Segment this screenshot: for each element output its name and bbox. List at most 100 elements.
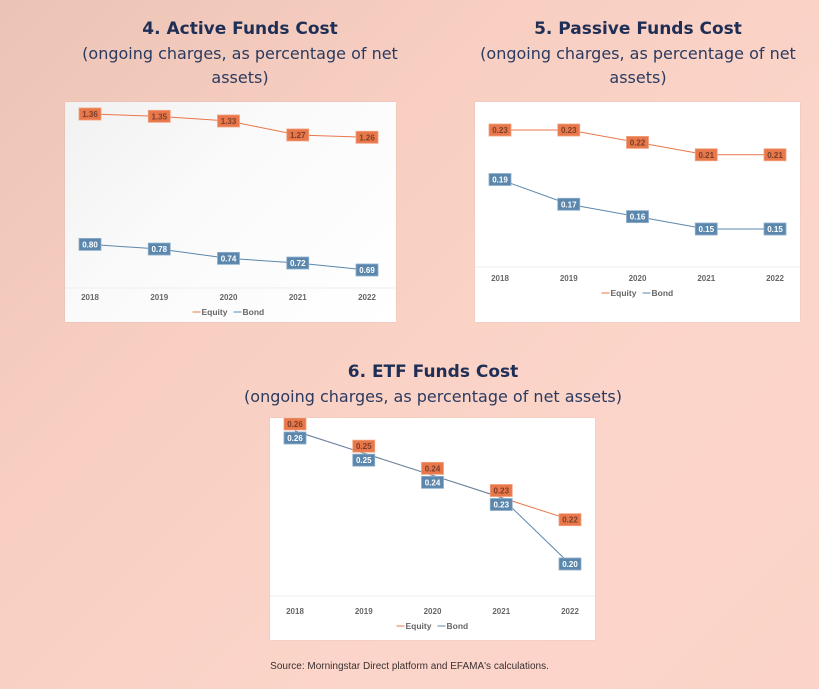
chart-5-equity-point-2019: 0.23 — [557, 123, 581, 137]
data-label-box — [558, 513, 582, 527]
chart-6-bond-line — [294, 430, 571, 565]
data-label-box — [488, 173, 512, 186]
chart-5-bond-point-2021: 0.15 — [694, 222, 718, 236]
chart-4-equity-point-2021: 1.27 — [286, 128, 310, 142]
chart-4-title: 4. Active Funds Cost — [142, 19, 338, 39]
data-label-box — [283, 431, 307, 445]
chart-6-x-tick-2019: 2019 — [355, 607, 373, 616]
chart-6-equity-point-2022: 0.22 — [558, 513, 582, 527]
chart-4-equity-point-2019: 1.35 — [147, 109, 171, 123]
chart-5-equity-point-2021: 0.21 — [694, 148, 718, 162]
data-label: 0.25 — [356, 456, 372, 465]
chart-5-panel: 0.23 0.23 0.22 0.21 0.21 0.19 0.17 0.16 0.15 0.15… — [475, 102, 800, 322]
data-label-box — [352, 439, 376, 453]
data-label: 0.19 — [492, 176, 508, 185]
data-label: 0.72 — [290, 259, 306, 268]
chart-5-x-tick-2022: 2022 — [766, 274, 784, 283]
data-label: 0.23 — [493, 501, 509, 510]
data-label-box — [626, 210, 649, 224]
data-label: 0.26 — [287, 434, 303, 443]
data-label-box — [763, 148, 787, 162]
chart-4-x-tick-2022: 2022 — [358, 293, 376, 302]
chart-4-x-tick-2019: 2019 — [150, 293, 168, 302]
chart-5-x-tick-2019: 2019 — [560, 274, 578, 283]
chart-6-bond-point-2020: 0.24 — [421, 475, 444, 489]
data-label-box — [217, 114, 240, 128]
chart-4-bond-point-2020: 0.74 — [217, 251, 240, 265]
data-label-box — [694, 222, 718, 236]
legend-bond-label: Bond — [447, 621, 469, 631]
chart-6-svg: 0.26 0.25 0.24 0.23 0.22 0.26 0.25 0.24 0.23 0.20… — [270, 418, 595, 631]
chart-5-x-tick-2020: 2020 — [629, 274, 647, 283]
data-label-box — [626, 135, 649, 149]
data-label-box — [557, 123, 581, 137]
chart-4-subtitle-line-1: (ongoing charges, as percentage of net — [82, 44, 398, 63]
chart-4-subtitle-line-2: assets) — [211, 68, 269, 87]
data-label: 0.23 — [493, 487, 509, 496]
data-label-box — [286, 256, 310, 270]
data-label: 1.33 — [221, 117, 237, 126]
data-label-box — [217, 251, 240, 265]
data-label: 0.26 — [287, 420, 303, 429]
chart-5-title-block: 5. Passive Funds Cost (ongoing charges, … — [448, 17, 819, 91]
chart-6-bond-point-2018: 0.26 — [283, 431, 307, 445]
chart-6-bond-point-2019: 0.25 — [352, 453, 376, 467]
chart-6-bond-point-2021: 0.23 — [489, 498, 513, 511]
chart-5-bond-point-2018: 0.19 — [488, 173, 512, 186]
chart-4-bond-point-2022: 0.69 — [355, 263, 379, 277]
chart-6-equity-point-2019: 0.25 — [352, 439, 376, 453]
chart-5-x-tick-2021: 2021 — [697, 274, 715, 283]
chart-5-svg: 0.23 0.23 0.22 0.21 0.21 0.19 0.17 0.16 0.15 0.15… — [475, 123, 800, 298]
chart-6-x-tick-2018: 2018 — [286, 607, 304, 616]
data-label-box — [352, 453, 376, 467]
chart-4-equity-point-2018: 1.36 — [78, 107, 102, 121]
data-label: 1.35 — [151, 112, 167, 121]
chart-6-legend: Equity Bond — [396, 621, 469, 631]
chart-5-subtitle-line-1: (ongoing charges, as percentage of net — [480, 44, 796, 63]
data-label-box — [355, 263, 379, 277]
chart-4-legend: Equity Bond — [192, 307, 265, 317]
data-label-box — [147, 242, 171, 256]
data-label: 0.20 — [562, 560, 578, 569]
data-label-box — [489, 498, 513, 511]
chart-4-x-tick-2020: 2020 — [220, 293, 238, 302]
data-label: 0.15 — [767, 225, 783, 234]
data-label-box — [557, 197, 581, 211]
chart-6-bond-point-2022: 0.20 — [558, 557, 582, 571]
chart-4-panel: 1.36 1.35 1.33 1.27 1.26 0.80 0.78 0.74 0.72 0.69… — [65, 102, 396, 322]
chart-5-equity-point-2018: 0.23 — [488, 123, 512, 137]
chart-6-x-tick-2022: 2022 — [561, 607, 579, 616]
data-label: 0.78 — [151, 245, 167, 254]
data-label-box — [78, 237, 102, 251]
chart-4-bond-point-2018: 0.80 — [78, 237, 102, 251]
chart-5-bond-point-2020: 0.16 — [626, 210, 649, 224]
chart-4-bond-point-2021: 0.72 — [286, 256, 310, 270]
chart-5-equity-point-2022: 0.21 — [763, 148, 787, 162]
chart-5-bond-point-2019: 0.17 — [557, 197, 581, 211]
chart-5-legend: Equity Bond — [601, 288, 673, 298]
chart-6-equity-point-2018: 0.26 — [283, 418, 307, 431]
data-label-box — [558, 557, 582, 571]
chart-5-bond-point-2022: 0.15 — [763, 222, 787, 236]
chart-4-equity-point-2020: 1.33 — [217, 114, 240, 128]
chart-5-equity-point-2020: 0.22 — [626, 135, 649, 149]
chart-6-panel: 0.26 0.25 0.24 0.23 0.22 0.26 0.25 0.24 0.23 0.20… — [270, 418, 595, 640]
data-label: 0.15 — [698, 225, 714, 234]
legend-bond-label: Bond — [243, 307, 265, 317]
chart-6-title: 6. ETF Funds Cost — [347, 362, 519, 382]
chart-6-equity-point-2021: 0.23 — [489, 484, 513, 497]
legend-equity-label: Equity — [202, 307, 228, 317]
source-note: Source: Morningstar Direct platform and … — [270, 661, 549, 672]
chart-4-svg: 1.36 1.35 1.33 1.27 1.26 0.80 0.78 0.74 0.72 0.69… — [65, 107, 396, 317]
data-label: 0.69 — [359, 266, 375, 275]
data-label-box — [763, 222, 787, 236]
data-label: 0.16 — [630, 213, 646, 222]
data-label: 1.26 — [359, 133, 375, 142]
data-label: 0.23 — [561, 126, 577, 135]
chart-5-x-tick-2018: 2018 — [491, 274, 509, 283]
data-label: 0.74 — [221, 254, 237, 263]
chart-4-x-tick-2018: 2018 — [81, 293, 99, 302]
data-label: 1.27 — [290, 131, 306, 140]
chart-6-x-tick-2020: 2020 — [424, 607, 442, 616]
data-label-box — [283, 418, 307, 431]
